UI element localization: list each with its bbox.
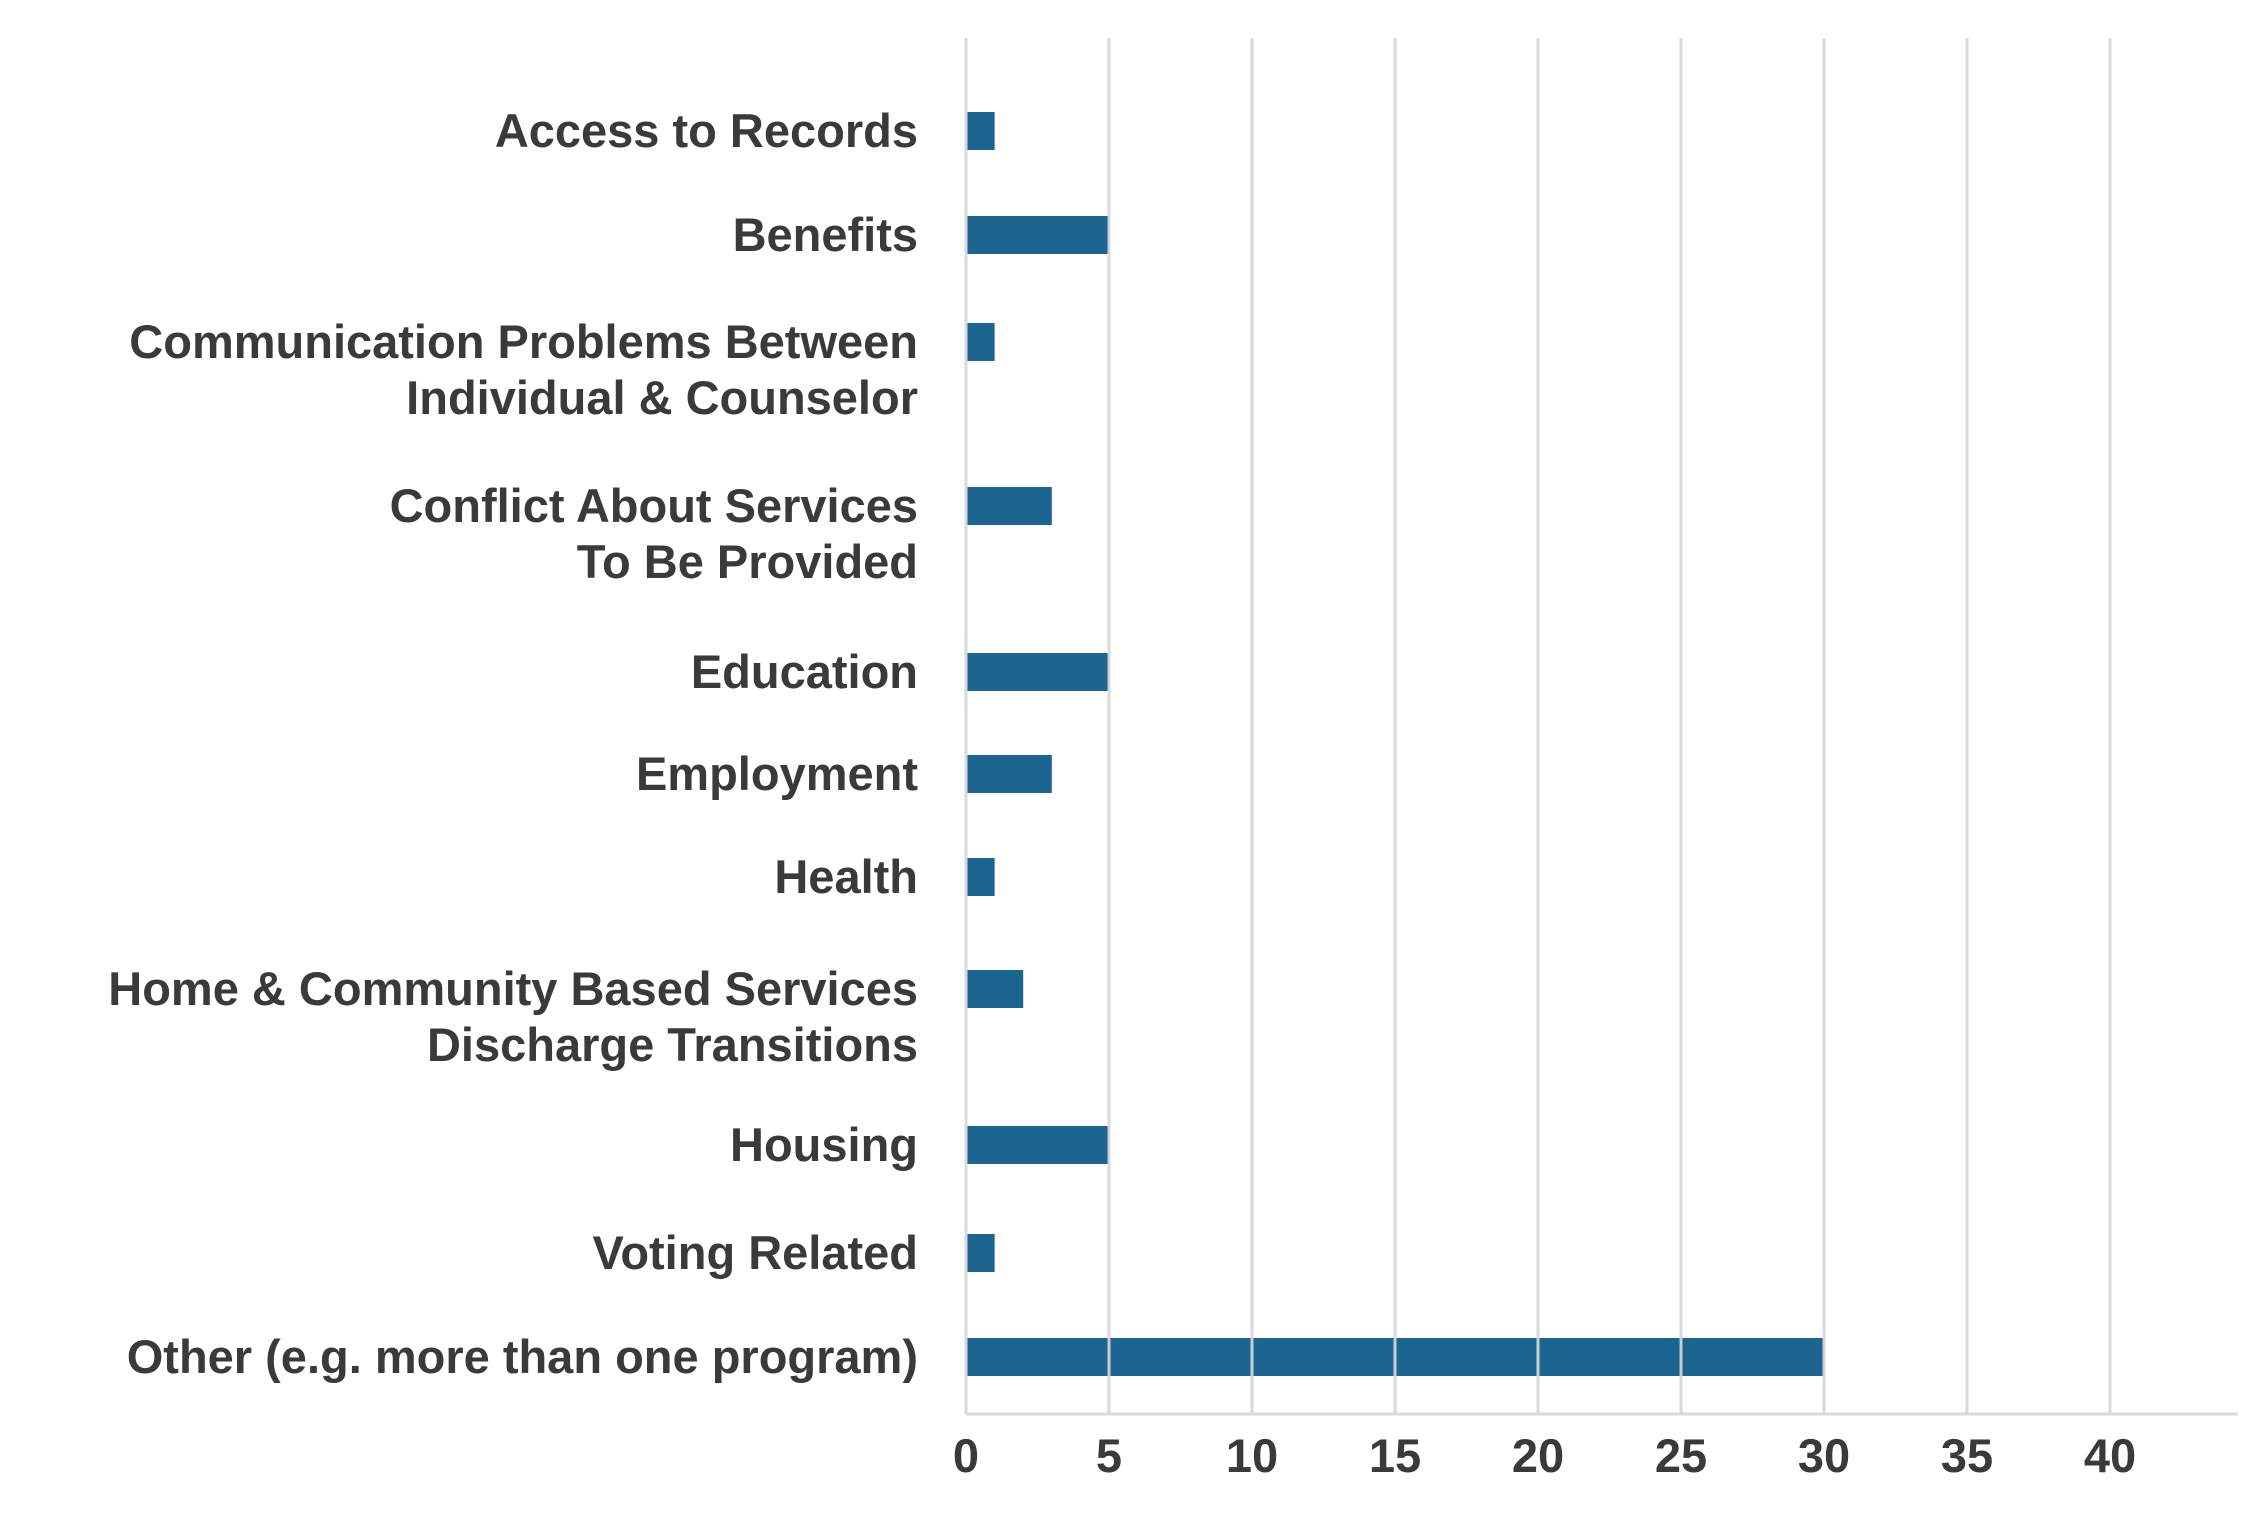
- category-label-line: Other (e.g. more than one program): [127, 1330, 918, 1383]
- category-label-line: Benefits: [733, 208, 918, 261]
- bar-education: [966, 653, 1109, 691]
- category-label-voting-related: Voting Related: [592, 1226, 918, 1279]
- category-label-line: To Be Provided: [577, 535, 918, 588]
- bar-conflict-about-services-to-be-provided: [966, 487, 1052, 525]
- category-label-conflict-about-services-to-be-provided: Conflict About Services To Be Provided: [390, 479, 918, 588]
- category-label-line: Discharge Transitions: [427, 1018, 918, 1071]
- x-tick-label-5: 5: [1096, 1429, 1122, 1482]
- category-labels: Access to Records Benefits Communication P…: [108, 104, 918, 1383]
- category-label-line: Health: [774, 850, 918, 903]
- category-label-line: Communication Problems Between: [129, 315, 918, 368]
- x-tick-label-20: 20: [1512, 1429, 1564, 1482]
- x-tick-label-10: 10: [1226, 1429, 1278, 1482]
- bar-communication-problems-between-individual-and-counselor: [966, 323, 995, 361]
- category-label-line: Employment: [636, 747, 918, 800]
- category-label-access-to-records: Access to Records: [495, 104, 918, 157]
- category-label-line: Housing: [730, 1118, 918, 1171]
- tick-labels: 0 5 10 15 20 25 30 35 40: [953, 1429, 2136, 1482]
- x-tick-label-0: 0: [953, 1429, 979, 1482]
- category-label-line: Individual & Counselor: [406, 371, 918, 424]
- category-label-line: Home & Community Based Services: [108, 962, 918, 1015]
- bar-access-to-records: [966, 112, 995, 150]
- x-tick-label-15: 15: [1369, 1429, 1421, 1482]
- category-label-health: Health: [774, 850, 918, 903]
- category-label-home-and-community-based-services-discharge-transitions: Home & Community Based Services Discharge…: [108, 962, 918, 1071]
- x-tick-label-40: 40: [2084, 1429, 2136, 1482]
- x-tick-label-30: 30: [1798, 1429, 1850, 1482]
- category-label-line: Access to Records: [495, 104, 918, 157]
- category-label-communication-problems-between-individual-and-counselor: Communication Problems Between Individual…: [129, 315, 918, 424]
- category-label-education: Education: [691, 645, 918, 698]
- category-label-line: Conflict About Services: [390, 479, 918, 532]
- bar-housing: [966, 1126, 1109, 1164]
- axes: [964, 38, 2238, 1416]
- bar-health: [966, 858, 995, 896]
- category-label-benefits: Benefits: [733, 208, 918, 261]
- bars: [966, 38, 2112, 1414]
- category-label-line: Voting Related: [592, 1226, 918, 1279]
- bar-voting-related: [966, 1234, 995, 1272]
- category-label-housing: Housing: [730, 1118, 918, 1171]
- bar-employment: [966, 755, 1052, 793]
- category-label-line: Education: [691, 645, 918, 698]
- grid-lines: [1107, 38, 2112, 1414]
- x-tick-label-25: 25: [1655, 1429, 1707, 1482]
- category-label-employment: Employment: [636, 747, 918, 800]
- bar-benefits: [966, 216, 1109, 254]
- x-tick-label-35: 35: [1941, 1429, 1993, 1482]
- bar-home-and-community-based-services-discharge-transitions: [966, 970, 1024, 1008]
- category-label-other-e-g-more-than-one-program: Other (e.g. more than one program): [127, 1330, 918, 1383]
